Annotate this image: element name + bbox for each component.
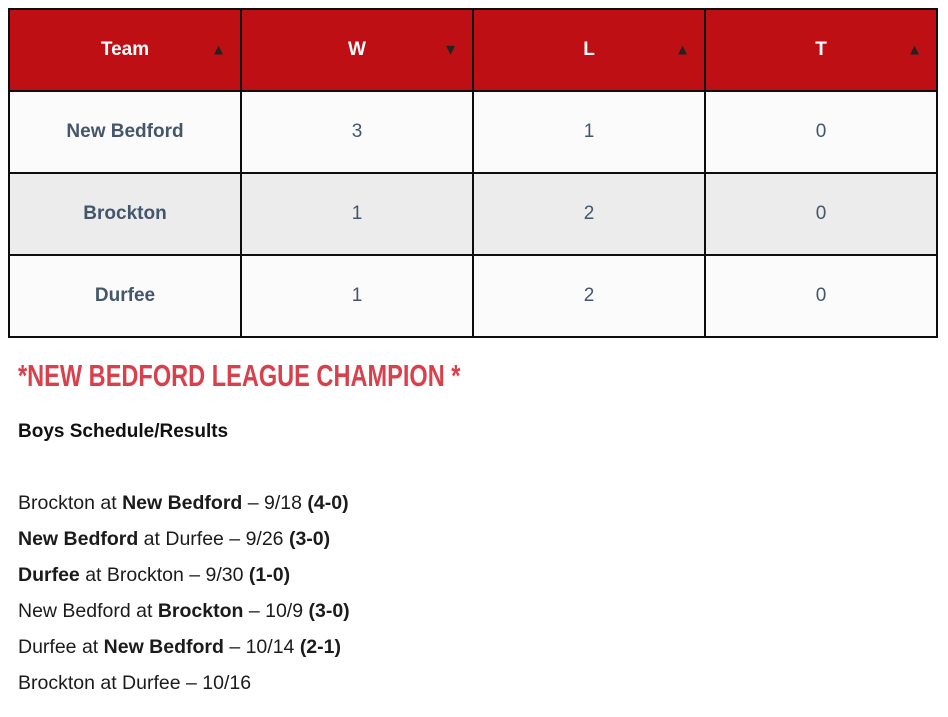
schedule-line: Durfee at Brockton – 9/30 (1-0) — [18, 557, 940, 593]
schedule-segment: – 9/18 — [242, 491, 308, 514]
standings-header-row: Team ▲ W ▼ L ▲ T ▲ — [8, 8, 938, 92]
schedule-segment-bold: (3-0) — [308, 599, 350, 622]
column-label: W — [348, 39, 366, 60]
losses-cell: 2 — [472, 172, 706, 256]
table-row: New Bedford 3 1 0 — [8, 90, 938, 174]
schedule-line: Durfee at New Bedford – 10/14 (2-1) — [18, 629, 940, 665]
schedule-segment: New Bedford at — [18, 599, 158, 622]
wins-cell: 1 — [240, 254, 474, 338]
column-header-t[interactable]: T ▲ — [704, 8, 938, 92]
schedule-segment: Durfee at — [18, 635, 104, 658]
schedule-segment: Brockton at — [18, 491, 123, 514]
schedule-segment-bold: Durfee — [18, 563, 80, 586]
sort-desc-icon[interactable]: ▼ — [443, 41, 458, 59]
table-row: Brockton 1 2 0 — [8, 172, 938, 256]
schedule-segment-bold: New Bedford — [18, 527, 139, 550]
champion-note: *NEW BEDFORD LEAGUE CHAMPION * — [18, 358, 461, 393]
schedule-segment-bold: Brockton — [157, 599, 244, 622]
schedule-segment-bold: (4-0) — [307, 491, 349, 514]
table-row: Durfee 1 2 0 — [8, 254, 938, 338]
schedule-segment: – 10/9 — [243, 599, 309, 622]
ties-cell: 0 — [704, 254, 938, 338]
standings-table: Team ▲ W ▼ L ▲ T ▲ New Bedford 3 1 0 Brockton 1 2 0 Dur… — [8, 8, 938, 338]
column-header-w[interactable]: W ▼ — [240, 8, 474, 92]
column-label: T — [815, 39, 827, 60]
schedule-segment: Brockton at Durfee – 10/16 — [18, 671, 252, 694]
column-header-team[interactable]: Team ▲ — [8, 8, 242, 92]
team-cell: New Bedford — [8, 90, 242, 174]
schedule-segment-bold: New Bedford — [103, 635, 224, 658]
standings-body: New Bedford 3 1 0 Brockton 1 2 0 Durfee 1 2 0 — [8, 90, 938, 338]
schedule-segment-bold: (3-0) — [288, 527, 331, 550]
schedule-segment: at Brockton – 9/30 — [79, 563, 249, 586]
losses-cell: 1 — [472, 90, 706, 174]
sort-asc-icon[interactable]: ▲ — [211, 41, 226, 59]
schedule-segment: at Durfee – 9/26 — [138, 527, 289, 550]
ties-cell: 0 — [704, 172, 938, 256]
column-header-l[interactable]: L ▲ — [472, 8, 706, 92]
team-cell: Brockton — [8, 172, 242, 256]
schedule-line: Brockton at New Bedford – 9/18 (4-0) — [18, 485, 940, 521]
schedule-segment-bold: (2-1) — [299, 635, 341, 658]
wins-cell: 1 — [240, 172, 474, 256]
schedule-segment-bold: (1-0) — [248, 563, 291, 586]
column-label: L — [583, 39, 595, 60]
team-cell: Durfee — [8, 254, 242, 338]
column-label: Team — [100, 39, 150, 60]
schedule-list: Brockton at New Bedford – 9/18 (4-0) New … — [18, 485, 940, 701]
schedule-segment: – 10/14 — [223, 635, 300, 658]
wins-cell: 3 — [240, 90, 474, 174]
schedule-line: Brockton at Durfee – 10/16 — [18, 665, 940, 701]
schedule-line: New Bedford at Brockton – 10/9 (3-0) — [18, 593, 940, 629]
sort-asc-icon[interactable]: ▲ — [675, 41, 690, 59]
sort-asc-icon[interactable]: ▲ — [907, 41, 922, 59]
losses-cell: 2 — [472, 254, 706, 338]
schedule-line: New Bedford at Durfee – 9/26 (3-0) — [18, 521, 940, 557]
schedule-segment-bold: New Bedford — [122, 491, 243, 514]
schedule-heading: Boys Schedule/Results — [18, 421, 229, 442]
ties-cell: 0 — [704, 90, 938, 174]
